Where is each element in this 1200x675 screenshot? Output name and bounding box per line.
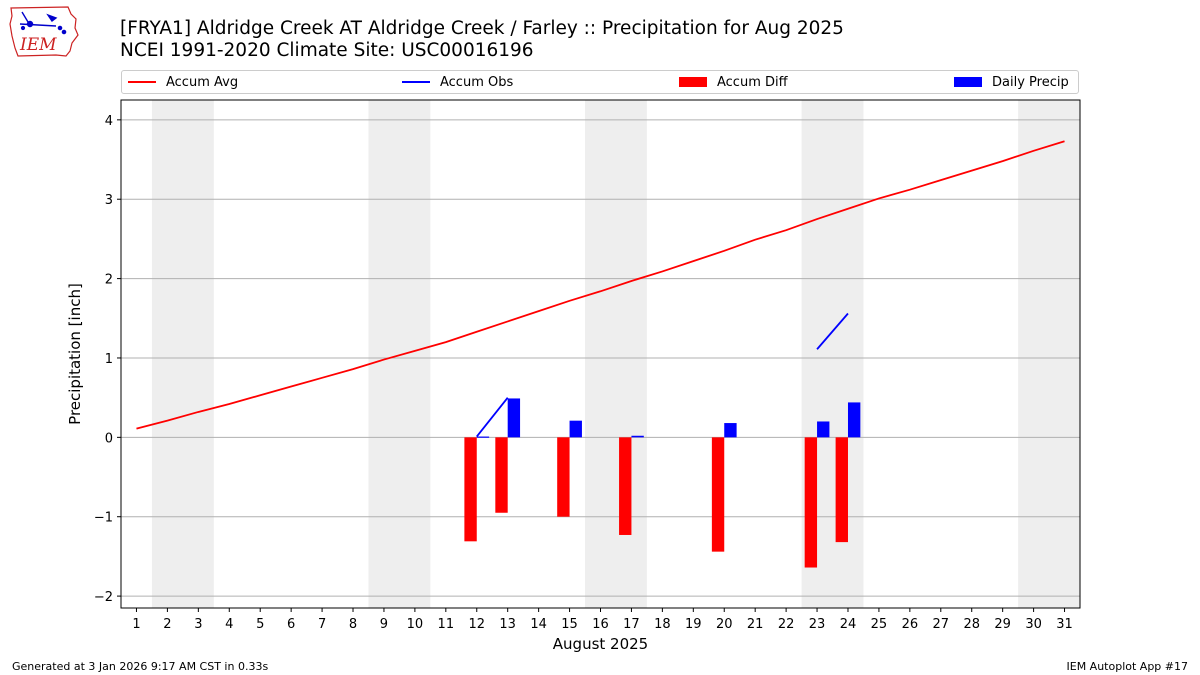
x-tick-label: 11 (438, 617, 455, 632)
accum-obs-line-20 (816, 312, 849, 350)
x-tick-label: 7 (318, 617, 326, 632)
bars (464, 398, 861, 568)
x-tick-label: 27 (933, 617, 950, 632)
accum-diff-bar-24 (835, 437, 848, 543)
x-tick-label: 12 (468, 617, 485, 632)
y-tick-label: −1 (94, 511, 113, 526)
x-tick-label: 1 (132, 617, 140, 632)
daily-precip-bar-12 (476, 436, 490, 438)
x-tick-label: 24 (840, 617, 857, 632)
lines (136, 140, 1065, 438)
accum-obs-line-11 (476, 397, 509, 438)
x-tick-label: 14 (530, 617, 547, 632)
weekend-shade-9-10 (368, 100, 431, 608)
y-tick-label: 1 (105, 352, 113, 367)
weekend-shade-2-3 (151, 100, 214, 608)
legend-label-accum-obs: Accum Obs (440, 74, 514, 90)
weekend-shading (151, 100, 1080, 608)
legend-item-daily-precip: Daily Precip (954, 71, 1069, 93)
accum-diff-bar-13 (495, 437, 508, 513)
x-tick-label: 10 (407, 617, 424, 632)
x-tick-label: 5 (256, 617, 264, 632)
daily-precip-bar-23 (817, 421, 830, 438)
legend-swatch-accum-avg (128, 81, 156, 83)
accum-diff-bar-20 (711, 437, 725, 552)
x-tick-label: 28 (963, 617, 980, 632)
chart-title-line2: NCEI 1991-2020 Climate Site: USC00016196 (120, 40, 534, 61)
x-tick-label: 31 (1056, 617, 1073, 632)
x-tick-label: 2 (163, 617, 171, 632)
x-tick-label: 9 (380, 617, 388, 632)
accum-diff-bar-23 (804, 437, 818, 568)
y-tick-label: 2 (105, 273, 113, 288)
y-tick-label: 3 (105, 193, 113, 208)
x-tick-label: 17 (623, 617, 640, 632)
weather-station-icon (19, 11, 67, 35)
accum-avg-line-0 (136, 140, 1065, 430)
x-tick-label: 16 (592, 617, 609, 632)
x-tick-label: 30 (1025, 617, 1042, 632)
legend-label-accum-diff: Accum Diff (717, 74, 788, 90)
footer-app-id: IEM Autoplot App #17 (1066, 660, 1189, 673)
daily-precip-bar-20 (724, 423, 737, 438)
iem-logo: IEM (9, 6, 79, 57)
legend-label-daily-precip: Daily Precip (992, 74, 1069, 90)
x-tick-label: 29 (994, 617, 1011, 632)
chart-title: [FRYA1] Aldridge Creek AT Aldridge Creek… (120, 18, 844, 62)
x-tick-label: 20 (716, 617, 733, 632)
daily-precip-bar-15 (569, 420, 582, 438)
iem-logo-text: IEM (19, 35, 57, 55)
y-tick-label: 4 (105, 114, 113, 129)
y-tick-label: 0 (105, 431, 113, 446)
x-tick-label: 8 (349, 617, 357, 632)
x-tick-label: 23 (809, 617, 826, 632)
daily-precip-bar-24 (847, 402, 861, 438)
x-tick-label: 25 (871, 617, 888, 632)
legend-item-accum-diff: Accum Diff (679, 71, 788, 93)
accum-diff-bar-12 (464, 437, 477, 542)
weekend-shade-16-17 (585, 100, 647, 608)
accum-diff-bar-17 (619, 437, 632, 535)
chart-legend: Accum Avg Accum Obs Accum Diff Daily Pre… (121, 70, 1079, 94)
daily-precip-bar-17 (631, 435, 644, 438)
x-tick-label: 19 (685, 617, 702, 632)
legend-swatch-daily-precip (954, 77, 982, 87)
x-tick-label: 22 (778, 617, 795, 632)
weekend-shade-30-31 (1018, 100, 1080, 608)
legend-item-accum-obs: Accum Obs (402, 71, 513, 93)
x-tick-label: 4 (225, 617, 233, 632)
footer-generated: Generated at 3 Jan 2026 9:17 AM CST in 0… (12, 660, 269, 673)
x-tick-label: 3 (194, 617, 202, 632)
x-tick-label: 18 (654, 617, 671, 632)
chart-title-line1: [FRYA1] Aldridge Creek AT Aldridge Creek… (120, 18, 844, 39)
x-axis-label: August 2025 (553, 635, 648, 653)
accum-diff-bar-15 (557, 437, 570, 517)
x-tick-label: 13 (499, 617, 516, 632)
legend-item-accum-avg: Accum Avg (128, 71, 238, 93)
daily-precip-bar-13 (507, 398, 521, 438)
y-axis-label: Precipitation [inch] (66, 283, 84, 425)
x-tick-label: 15 (561, 617, 578, 632)
x-tick-label: 26 (902, 617, 919, 632)
legend-label-accum-avg: Accum Avg (166, 74, 239, 90)
y-tick-label: −2 (94, 590, 113, 605)
x-tick-label: 6 (287, 617, 295, 632)
legend-swatch-accum-obs (402, 81, 430, 83)
gridlines (121, 119, 1080, 597)
x-tick-label: 21 (747, 617, 764, 632)
legend-swatch-accum-diff (679, 77, 707, 87)
